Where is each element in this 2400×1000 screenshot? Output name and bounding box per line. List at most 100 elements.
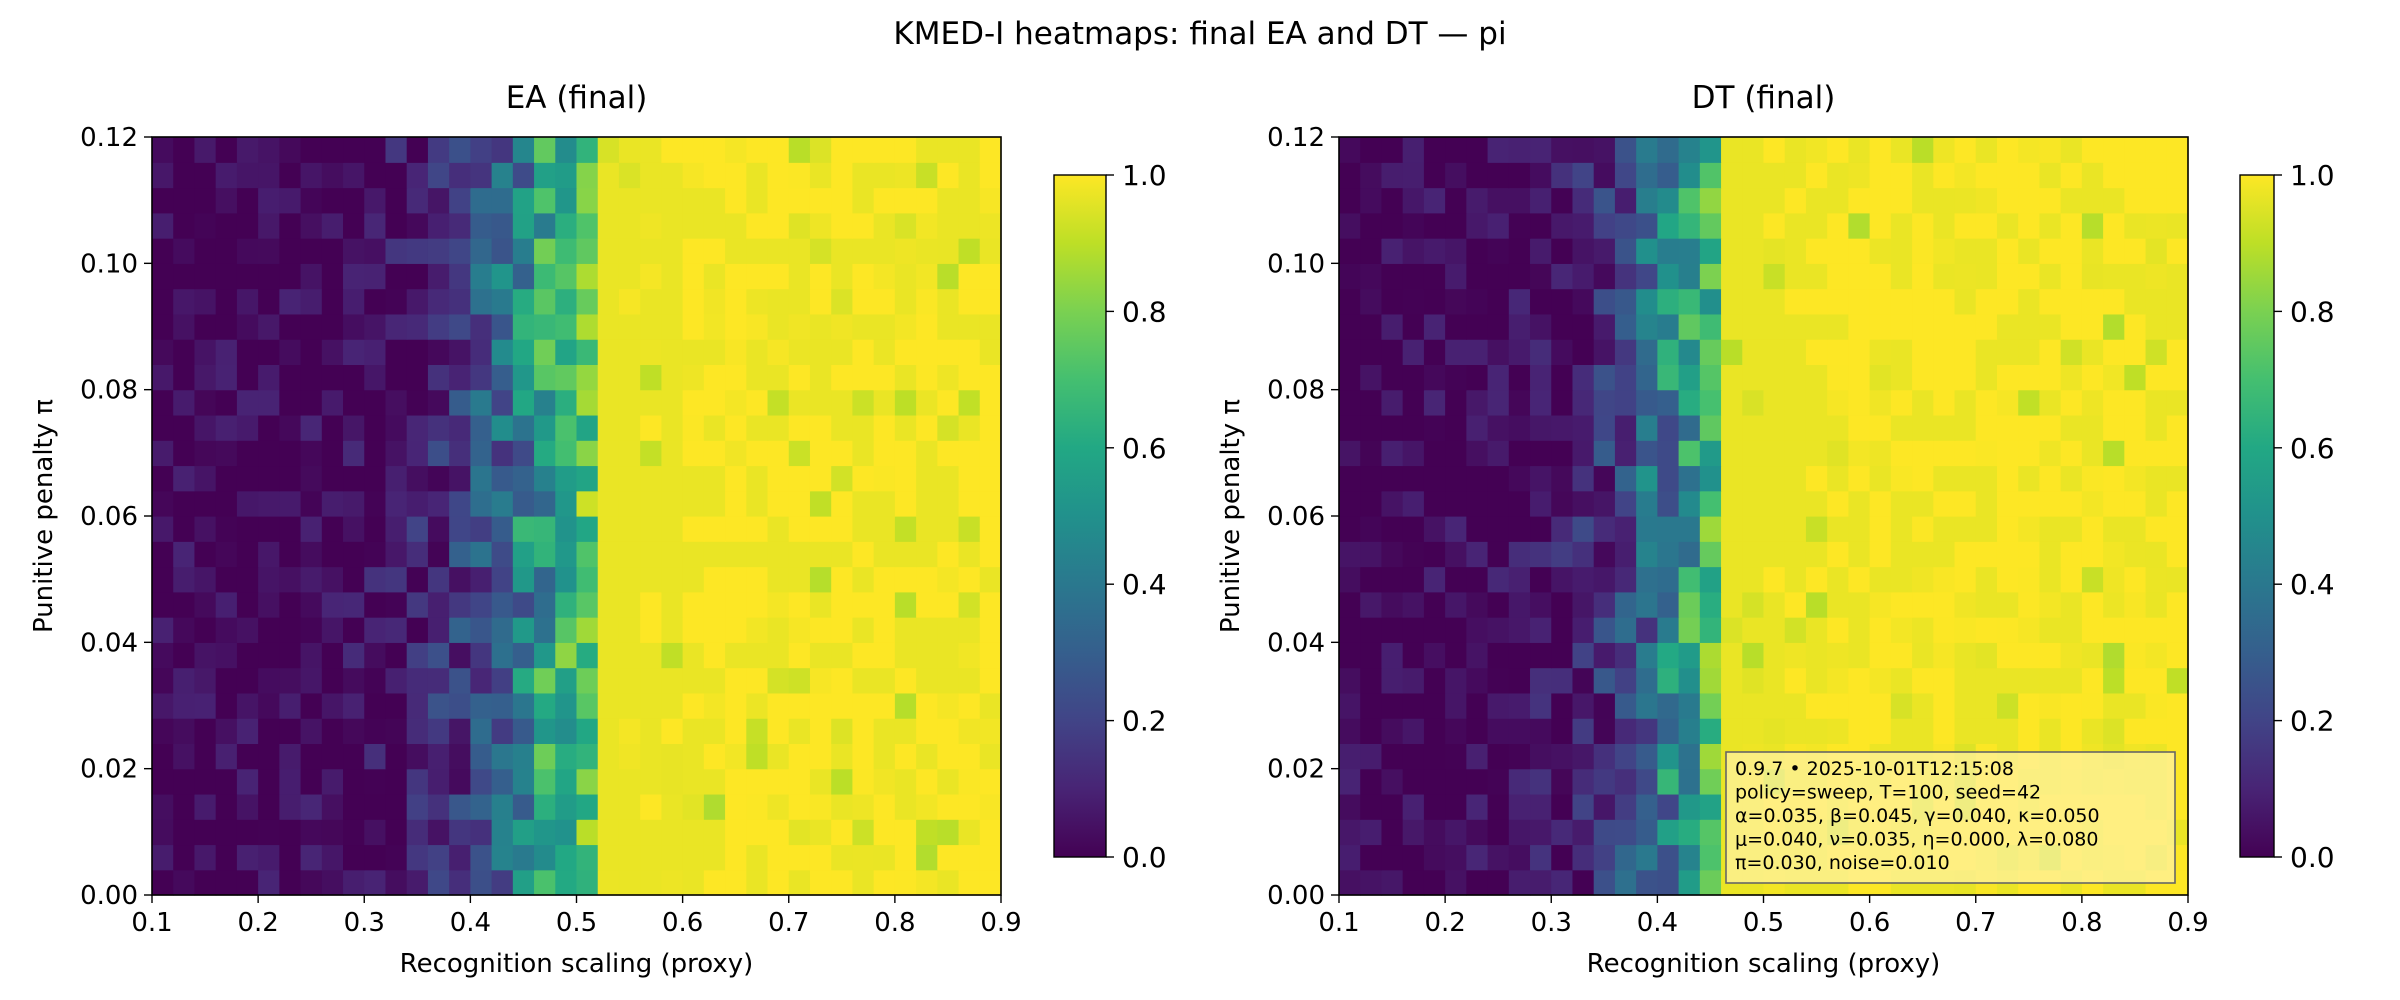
heatmap-cell	[427, 263, 450, 290]
heatmap-cell	[1381, 667, 1404, 694]
heatmap-cell	[1912, 591, 1934, 618]
heatmap-cell	[2103, 263, 2125, 290]
heatmap-cell	[725, 793, 747, 820]
heatmap-cell	[894, 718, 917, 744]
heatmap-cell	[597, 642, 620, 669]
heatmap-cell	[1402, 288, 1425, 315]
heatmap-cell	[385, 516, 408, 542]
heatmap-cell	[1530, 768, 1552, 795]
heatmap-cell	[873, 440, 896, 467]
heatmap-cell	[1848, 490, 1871, 517]
heatmap-cell	[2103, 364, 2125, 391]
heatmap-cell	[406, 137, 429, 163]
heatmap-cell	[1508, 591, 1531, 618]
heatmap-cell	[1487, 617, 1510, 643]
heatmap-cell	[640, 364, 662, 391]
heatmap-cell	[1996, 617, 2019, 643]
heatmap-cell	[1699, 339, 1722, 365]
heatmap-cell	[1593, 263, 1616, 290]
heatmap-cell	[1423, 490, 1446, 517]
heatmap-cell	[512, 667, 535, 694]
x-tick-label: 0.1	[131, 908, 172, 938]
x-tick-label: 0.1	[1318, 908, 1359, 938]
heatmap-cell	[640, 667, 662, 694]
heatmap-cell	[152, 212, 174, 239]
heatmap-cell	[1360, 440, 1383, 467]
heatmap-cell	[894, 793, 917, 820]
heatmap-cell	[2039, 692, 2062, 719]
heatmap-cell	[364, 869, 387, 896]
heatmap-cell	[1423, 238, 1446, 264]
heatmap-cell	[1339, 819, 1361, 846]
heatmap-cell	[809, 516, 832, 542]
axes-title: EA (final)	[506, 80, 648, 116]
x-tick-label: 0.6	[662, 908, 703, 938]
heatmap-cell	[1657, 667, 1680, 694]
heatmap-cell	[279, 440, 302, 467]
heatmap-cell	[1508, 516, 1531, 542]
heatmap-cell	[1339, 137, 1361, 163]
heatmap-cell	[682, 642, 705, 669]
heatmap-cell	[640, 339, 662, 365]
heatmap-cell	[640, 414, 662, 441]
heatmap-cell	[894, 212, 917, 239]
heatmap-cell	[236, 440, 259, 467]
heatmap-cell	[958, 288, 981, 315]
heatmap-cell	[1975, 692, 1998, 719]
heatmap-cell	[236, 490, 259, 517]
heatmap-cell	[491, 339, 514, 365]
heatmap-cell	[661, 516, 684, 542]
heatmap-cell	[406, 364, 429, 391]
heatmap-cell	[406, 465, 429, 492]
heatmap-cell	[1466, 162, 1489, 189]
heatmap-cell	[746, 414, 769, 441]
heatmap-cell	[916, 288, 938, 315]
heatmap-cell	[406, 541, 429, 568]
heatmap-cell	[1636, 440, 1658, 467]
heatmap-cell	[512, 339, 535, 365]
heatmap-cell	[1784, 516, 1807, 542]
heatmap-cell	[1402, 541, 1425, 568]
heatmap-cell	[809, 263, 832, 290]
heatmap-cell	[1445, 819, 1467, 846]
heatmap-cell	[321, 339, 344, 365]
heatmap-cell	[2081, 490, 2104, 517]
heatmap-cell	[279, 566, 302, 593]
heatmap-cell	[2166, 541, 2189, 568]
heatmap-cell	[1360, 238, 1383, 264]
heatmap-cell	[300, 617, 323, 643]
heatmap-cell	[1848, 313, 1871, 340]
heatmap-cell	[449, 617, 471, 643]
heatmap-cell	[873, 743, 896, 770]
heatmap-cell	[1551, 137, 1574, 163]
heatmap-cell	[534, 238, 556, 264]
heatmap-cell	[1466, 440, 1489, 467]
heatmap-cell	[343, 541, 365, 568]
heatmap-cell	[427, 364, 450, 391]
heatmap-cell	[1933, 313, 1956, 340]
heatmap-cell	[1763, 389, 1786, 416]
heatmap-cell	[512, 389, 535, 416]
heatmap-cell	[215, 414, 238, 441]
heatmap-cell	[831, 389, 854, 416]
heatmap-cell	[1742, 617, 1765, 643]
heatmap-cell	[1933, 364, 1956, 391]
heatmap-cell	[491, 844, 514, 871]
heatmap-cell	[1678, 389, 1701, 416]
heatmap-cell	[597, 263, 620, 290]
heatmap-cell	[767, 238, 790, 264]
heatmap-cell	[1699, 591, 1722, 618]
heatmap-cell	[1848, 516, 1871, 542]
heatmap-cell	[1381, 212, 1404, 239]
heatmap-cell	[725, 566, 747, 593]
heatmap-cell	[597, 465, 620, 492]
heatmap-cell	[491, 642, 514, 669]
heatmap-cell	[2018, 187, 2041, 214]
heatmap-cell	[1954, 541, 1977, 568]
heatmap-cell	[173, 793, 196, 820]
heatmap-cell	[2081, 162, 2104, 189]
heatmap-cell	[1572, 162, 1595, 189]
colorbar-tick-label: 0.8	[1122, 295, 1167, 328]
heatmap-cell	[470, 743, 493, 770]
heatmap-cell	[427, 869, 450, 896]
